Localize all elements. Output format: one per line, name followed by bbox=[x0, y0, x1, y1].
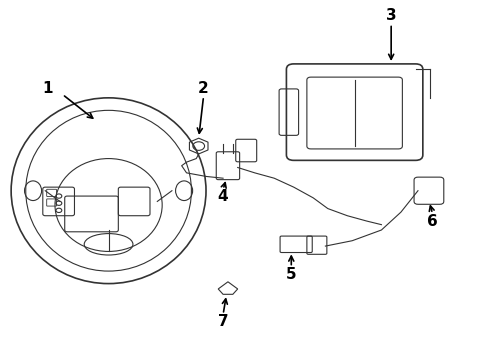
Text: 7: 7 bbox=[218, 314, 228, 329]
Polygon shape bbox=[218, 282, 238, 294]
Text: 5: 5 bbox=[286, 267, 296, 282]
Text: 2: 2 bbox=[198, 81, 209, 96]
Text: 4: 4 bbox=[218, 189, 228, 203]
Text: 6: 6 bbox=[427, 213, 438, 229]
Text: 1: 1 bbox=[43, 81, 53, 96]
Text: 3: 3 bbox=[386, 8, 396, 23]
